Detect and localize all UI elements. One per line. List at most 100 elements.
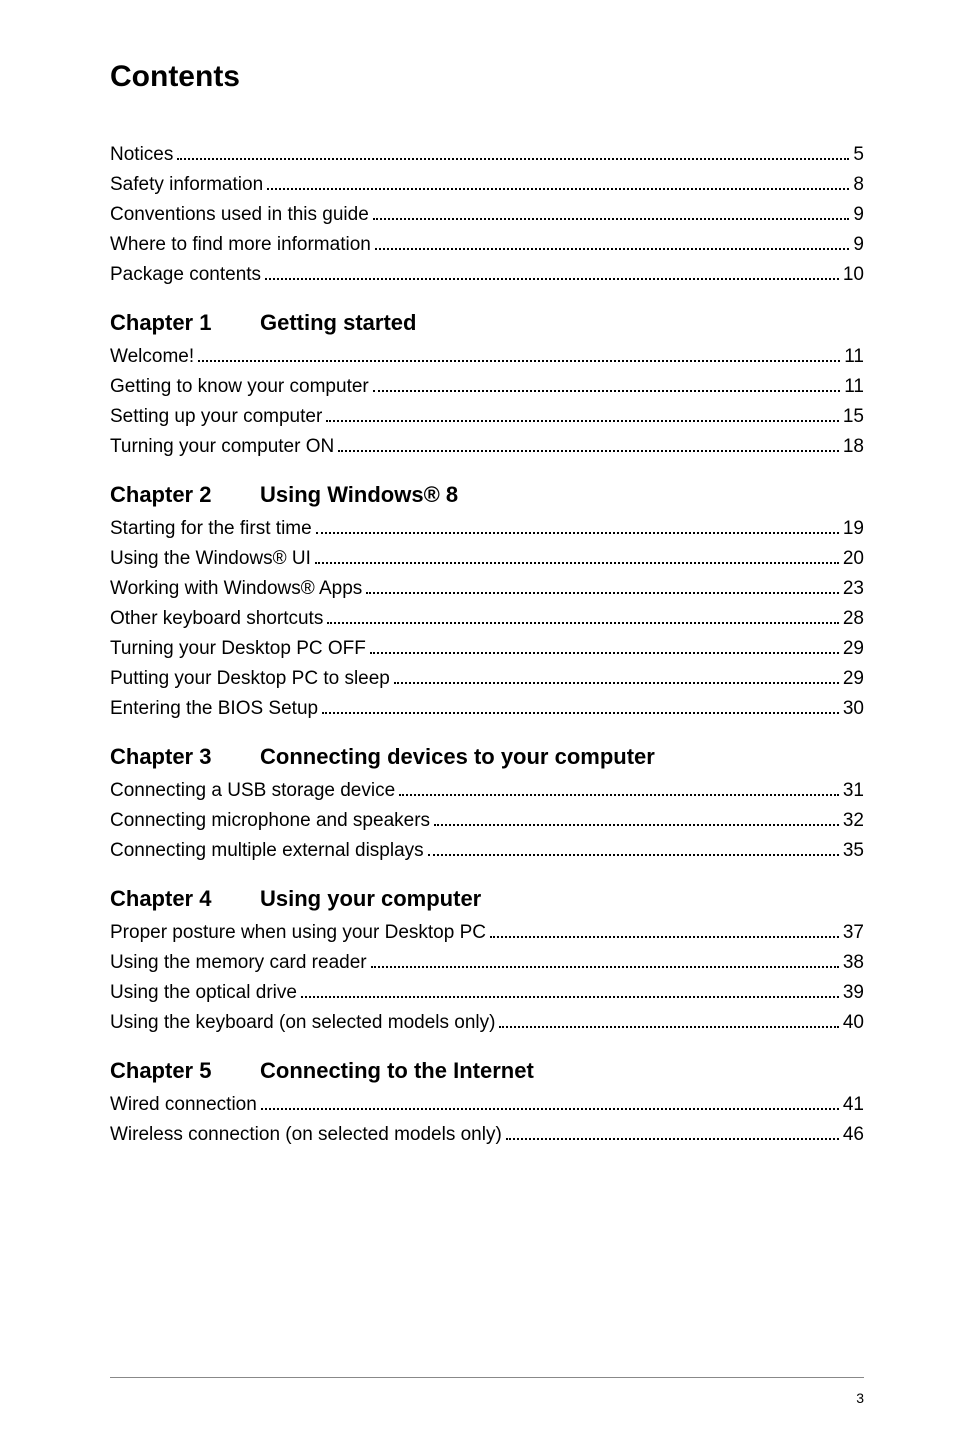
toc-page: 31 — [843, 780, 864, 802]
toc-page: 35 — [843, 840, 864, 862]
toc-page: 10 — [843, 264, 864, 286]
toc-entry: Wired connection 41 — [110, 1094, 864, 1116]
toc-label: Turning your Desktop PC OFF — [110, 638, 366, 660]
toc-dots — [338, 450, 839, 452]
toc-page: 18 — [843, 436, 864, 458]
toc-entry: Putting your Desktop PC to sleep 29 — [110, 668, 864, 690]
toc-entry: Using the keyboard (on selected models o… — [110, 1012, 864, 1034]
footer-divider — [110, 1377, 864, 1378]
chapter-title: Using your computer — [260, 886, 481, 911]
toc-label: Proper posture when using your Desktop P… — [110, 922, 486, 944]
page: Contents Notices 5Safety information 8Co… — [0, 0, 954, 1438]
toc-label: Working with Windows® Apps — [110, 578, 362, 600]
chapter-title: Using Windows® 8 — [260, 482, 458, 507]
toc-entry: Safety information 8 — [110, 174, 864, 196]
toc-section: Notices 5 Safety information 8 Conventions… — [110, 144, 864, 286]
toc-entry: Using the optical drive 39 — [110, 982, 864, 1004]
toc-label: Turning your computer ON — [110, 436, 334, 458]
toc-section: Chapter 4Using your computer Proper postu… — [110, 886, 864, 1034]
toc-label: Package contents — [110, 264, 261, 286]
toc-container: Notices 5 Safety information 8 Conventions… — [110, 144, 864, 1146]
toc-dots — [373, 390, 841, 392]
toc-label: Getting to know your computer — [110, 376, 369, 398]
toc-dots — [375, 248, 850, 250]
toc-entry: Working with Windows® Apps 23 — [110, 578, 864, 600]
toc-page: 23 — [843, 578, 864, 600]
toc-dots — [434, 824, 839, 826]
toc-label: Wireless connection (on selected models … — [110, 1124, 502, 1146]
toc-section: Chapter 5Connecting to the InternetWired… — [110, 1058, 864, 1146]
chapter-heading: Chapter 4Using your computer — [110, 886, 864, 912]
toc-label: Wired connection — [110, 1094, 257, 1116]
toc-dots — [301, 996, 839, 998]
toc-label: Connecting microphone and speakers — [110, 810, 430, 832]
toc-page: 9 — [853, 204, 864, 226]
toc-dots — [198, 360, 840, 362]
toc-page: 8 — [853, 174, 864, 196]
page-number: 3 — [856, 1390, 864, 1406]
toc-dots — [506, 1138, 839, 1140]
toc-entry: Setting up your computer 15 — [110, 406, 864, 428]
toc-page: 29 — [843, 668, 864, 690]
toc-dots — [261, 1108, 839, 1110]
toc-page: 41 — [843, 1094, 864, 1116]
toc-label: Entering the BIOS Setup — [110, 698, 318, 720]
toc-section: Chapter 2Using Windows® 8 Starting for th… — [110, 482, 864, 720]
toc-entry: Starting for the first time 19 — [110, 518, 864, 540]
toc-entry: Turning your Desktop PC OFF 29 — [110, 638, 864, 660]
toc-dots — [267, 188, 849, 190]
toc-page: 11 — [844, 376, 864, 398]
chapter-heading: Chapter 3Connecting devices to your comp… — [110, 744, 864, 770]
toc-page: 9 — [853, 234, 864, 256]
toc-label: Notices — [110, 144, 173, 166]
toc-dots — [428, 854, 839, 856]
toc-section: Chapter 1Getting started Welcome! 11 Getti… — [110, 310, 864, 458]
toc-page: 15 — [843, 406, 864, 428]
toc-label: Welcome! — [110, 346, 194, 368]
toc-label: Connecting a USB storage device — [110, 780, 395, 802]
toc-entry: Notices 5 — [110, 144, 864, 166]
chapter-title: Connecting devices to your computer — [260, 744, 655, 769]
toc-entry: Wireless connection (on selected models … — [110, 1124, 864, 1146]
chapter-heading: Chapter 5Connecting to the Internet — [110, 1058, 864, 1084]
toc-dots — [366, 592, 839, 594]
toc-entry: Using the memory card reader 38 — [110, 952, 864, 974]
toc-dots — [315, 562, 839, 564]
toc-entry: Conventions used in this guide 9 — [110, 204, 864, 226]
toc-page: 38 — [843, 952, 864, 974]
chapter-heading: Chapter 1Getting started — [110, 310, 864, 336]
toc-label: Using the memory card reader — [110, 952, 367, 974]
toc-page: 11 — [844, 346, 864, 368]
toc-label: Using the Windows® UI — [110, 548, 311, 570]
chapter-number: Chapter 1 — [110, 310, 260, 336]
toc-entry: Connecting multiple external displays 35 — [110, 840, 864, 862]
chapter-number: Chapter 4 — [110, 886, 260, 912]
toc-label: Using the optical drive — [110, 982, 297, 1004]
chapter-title: Connecting to the Internet — [260, 1058, 534, 1083]
toc-dots — [326, 420, 839, 422]
toc-label: Starting for the first time — [110, 518, 312, 540]
chapter-number: Chapter 5 — [110, 1058, 260, 1084]
toc-page: 20 — [843, 548, 864, 570]
toc-dots — [399, 794, 839, 796]
toc-label: Safety information — [110, 174, 263, 196]
toc-page: 40 — [843, 1012, 864, 1034]
toc-entry: Using the Windows® UI 20 — [110, 548, 864, 570]
toc-entry: Connecting microphone and speakers 32 — [110, 810, 864, 832]
toc-dots — [370, 652, 839, 654]
toc-dots — [490, 936, 839, 938]
toc-label: Connecting multiple external displays — [110, 840, 424, 862]
toc-dots — [373, 218, 850, 220]
toc-entry: Package contents 10 — [110, 264, 864, 286]
toc-page: 5 — [853, 144, 864, 166]
toc-label: Setting up your computer — [110, 406, 322, 428]
toc-entry: Welcome! 11 — [110, 346, 864, 368]
toc-label: Using the keyboard (on selected models o… — [110, 1012, 495, 1034]
toc-section: Chapter 3Connecting devices to your comp… — [110, 744, 864, 862]
chapter-number: Chapter 2 — [110, 482, 260, 508]
toc-entry: Entering the BIOS Setup 30 — [110, 698, 864, 720]
toc-dots — [394, 682, 839, 684]
toc-entry: Proper posture when using your Desktop P… — [110, 922, 864, 944]
toc-entry: Where to find more information 9 — [110, 234, 864, 256]
chapter-title: Getting started — [260, 310, 416, 335]
